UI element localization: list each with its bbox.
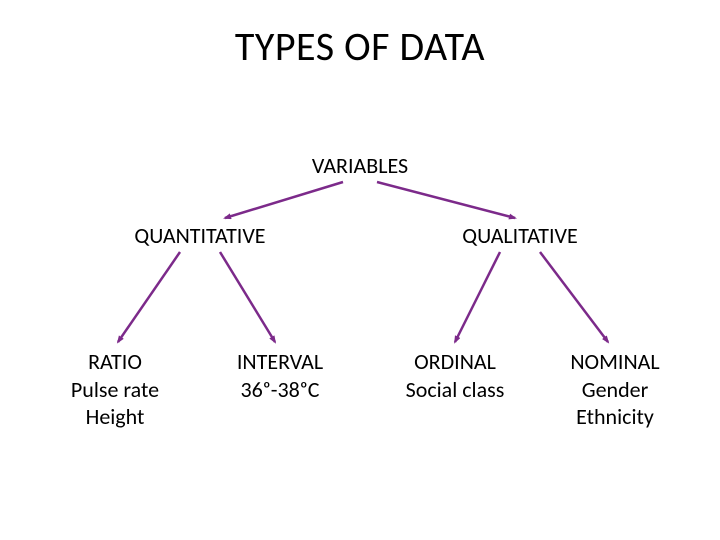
node-ordinal-label: ORDINAL	[414, 348, 496, 375]
node-nominal-sub1: Gender	[555, 376, 675, 404]
node-variables: VARIABLES	[310, 152, 410, 180]
node-nominal-label: NOMINAL	[570, 348, 659, 375]
node-interval-label: INTERVAL	[237, 348, 323, 375]
node-nominal: NOMINAL Gender Ethnicity	[555, 348, 675, 431]
node-qualitative: QUALITATIVE	[440, 222, 600, 250]
node-ordinal: ORDINAL Social class	[395, 348, 515, 403]
node-nominal-sub2: Ethnicity	[555, 403, 675, 431]
node-variables-label: VARIABLES	[312, 152, 408, 179]
node-ratio-label: RATIO	[88, 348, 142, 375]
page-title: TYPES OF DATA	[0, 22, 720, 71]
node-interval: INTERVAL 36ᵒ-38ᵒC	[220, 348, 340, 403]
node-ordinal-sub1: Social class	[395, 376, 515, 404]
diagram-stage: TYPES OF DATA VARIABLES QUANTITATIVE QUA…	[0, 0, 720, 540]
tree-edges	[0, 0, 720, 540]
node-ratio: RATIO Pulse rate Height	[55, 348, 175, 431]
node-ratio-sub2: Height	[55, 403, 175, 431]
node-quantitative: QUANTITATIVE	[120, 222, 280, 250]
node-qualitative-label: QUALITATIVE	[462, 222, 577, 249]
node-interval-sub1: 36ᵒ-38ᵒC	[220, 376, 340, 404]
node-quantitative-label: QUANTITATIVE	[134, 222, 265, 249]
node-ratio-sub1: Pulse rate	[55, 376, 175, 404]
